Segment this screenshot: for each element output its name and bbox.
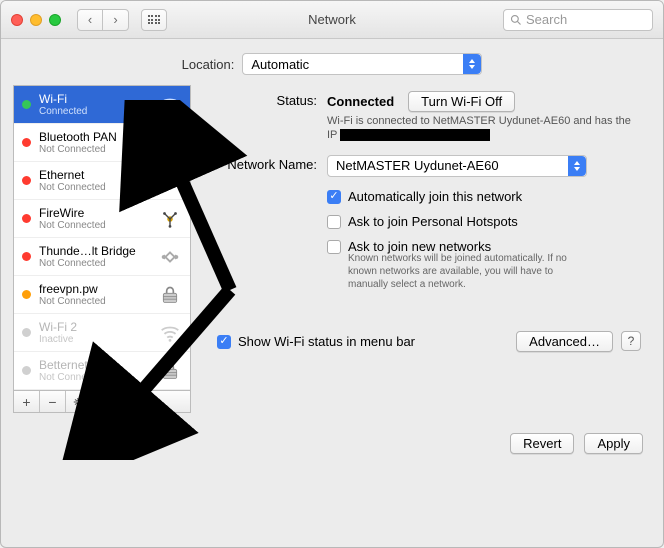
search-placeholder: Search	[526, 12, 567, 27]
service-name: Ethernet	[39, 168, 158, 182]
service-status: Not Connected	[39, 296, 158, 307]
service-status: Not Connected	[39, 182, 158, 193]
personal-hotspots-label: Ask to join Personal Hotspots	[348, 214, 518, 229]
status-dot	[22, 252, 31, 261]
sidebar-item-wi-fi-2[interactable]: Wi-Fi 2Inactive	[14, 314, 190, 352]
service-status: Not Connected	[39, 144, 158, 155]
forward-button[interactable]: ›	[103, 9, 129, 31]
status-label: Status:	[217, 91, 327, 143]
network-name-label: Network Name:	[217, 155, 327, 177]
nav-back-forward: ‹ ›	[77, 9, 129, 31]
sidebar-item-thunde-lt-bridge[interactable]: Thunde…lt BridgeNot Connected	[14, 238, 190, 276]
status-dot	[22, 290, 31, 299]
service-name: Wi-Fi	[39, 92, 158, 106]
checkbox-icon	[327, 240, 341, 254]
auto-join-label: Automatically join this network	[348, 189, 522, 204]
gear-icon	[72, 395, 86, 409]
service-actions-button[interactable]	[66, 391, 92, 412]
main-footer: Show Wi-Fi status in menu bar Advanced… …	[217, 331, 641, 352]
sidebar-item-firewire[interactable]: FireWireNot Connected	[14, 200, 190, 238]
apply-button[interactable]: Apply	[584, 433, 643, 454]
service-name: Betternet VPN	[39, 358, 158, 372]
auto-join-checkbox[interactable]: Automatically join this network	[327, 189, 641, 204]
service-status: Not Connected	[39, 372, 158, 383]
show-wifi-status-checkbox[interactable]: Show Wi-Fi status in menu bar	[217, 334, 415, 349]
search-icon	[510, 14, 522, 26]
network-name-select[interactable]: NetMASTER Uydunet-AE60	[327, 155, 587, 177]
service-name: Bluetooth PAN	[39, 130, 158, 144]
network-prefs-window: ‹ › Network Search Location: Automatic W…	[0, 0, 664, 548]
list-footer: + −	[13, 391, 191, 413]
back-button[interactable]: ‹	[77, 9, 103, 31]
add-service-button[interactable]: +	[14, 391, 40, 412]
service-name: Thunde…lt Bridge	[39, 244, 158, 258]
traffic-lights	[11, 14, 61, 26]
vpn-icon	[158, 283, 182, 307]
service-name: freevpn.pw	[39, 282, 158, 296]
sidebar-item-betternet-vpn[interactable]: Betternet VPNNot Connected	[14, 352, 190, 390]
wifi-icon	[158, 93, 182, 117]
checkbox-icon	[327, 215, 341, 229]
firewire-icon	[158, 207, 182, 231]
select-arrows-icon	[463, 54, 481, 74]
zoom-window-button[interactable]	[49, 14, 61, 26]
search-input[interactable]: Search	[503, 9, 653, 31]
checkbox-checked-icon	[327, 190, 341, 204]
service-name: FireWire	[39, 206, 158, 220]
titlebar: ‹ › Network Search	[1, 1, 663, 39]
network-name-value: NetMASTER Uydunet-AE60	[336, 158, 499, 173]
vpn-icon	[158, 359, 182, 383]
status-detail: Wi-Fi is connected to NetMASTER Uydunet-…	[327, 114, 641, 143]
main-panel: Status: Connected Turn Wi-Fi Off Wi-Fi i…	[201, 85, 651, 413]
status-dot	[22, 176, 31, 185]
window-title: Network	[308, 12, 356, 27]
service-status: Inactive	[39, 334, 158, 345]
personal-hotspots-checkbox[interactable]: Ask to join Personal Hotspots	[327, 214, 641, 229]
ask-new-help-text: Known networks will be joined automatica…	[348, 252, 578, 291]
location-row: Location: Automatic	[1, 39, 663, 85]
select-arrows-icon	[568, 156, 586, 176]
status-dot	[22, 366, 31, 375]
service-status: Not Connected	[39, 258, 158, 269]
remove-service-button[interactable]: −	[40, 391, 66, 412]
wifi-icon	[158, 321, 182, 345]
sidebar-item-ethernet[interactable]: EthernetNot Connected	[14, 162, 190, 200]
service-list: Wi-FiConnectedBluetooth PANNot Connected…	[13, 85, 191, 391]
location-value: Automatic	[251, 57, 309, 72]
checkbox-checked-icon	[217, 335, 231, 349]
show-status-label: Show Wi-Fi status in menu bar	[238, 334, 415, 349]
content-area: Wi-FiConnectedBluetooth PANNot Connected…	[1, 85, 663, 423]
help-button[interactable]: ?	[621, 331, 641, 351]
status-dot	[22, 214, 31, 223]
service-status: Not Connected	[39, 220, 158, 231]
close-window-button[interactable]	[11, 14, 23, 26]
location-label: Location:	[182, 57, 235, 72]
show-all-button[interactable]	[141, 9, 167, 31]
sidebar: Wi-FiConnectedBluetooth PANNot Connected…	[13, 85, 191, 413]
turn-wifi-off-button[interactable]: Turn Wi-Fi Off	[408, 91, 515, 112]
status-dot	[22, 100, 31, 109]
advanced-button[interactable]: Advanced…	[516, 331, 613, 352]
redacted-ip	[340, 129, 490, 141]
status-dot	[22, 328, 31, 337]
bluetooth-icon	[158, 131, 182, 155]
ethernet-icon	[158, 169, 182, 193]
grid-icon	[148, 15, 161, 24]
minimize-window-button[interactable]	[30, 14, 42, 26]
status-dot	[22, 138, 31, 147]
bottom-buttons: Revert Apply	[1, 423, 663, 454]
sidebar-item-bluetooth-pan[interactable]: Bluetooth PANNot Connected	[14, 124, 190, 162]
status-value: Connected	[327, 94, 394, 109]
sidebar-item-freevpn-pw[interactable]: freevpn.pwNot Connected	[14, 276, 190, 314]
location-select[interactable]: Automatic	[242, 53, 482, 75]
revert-button[interactable]: Revert	[510, 433, 574, 454]
service-status: Connected	[39, 106, 158, 117]
thunderbolt-icon	[158, 245, 182, 269]
sidebar-item-wi-fi[interactable]: Wi-FiConnected	[14, 86, 190, 124]
service-name: Wi-Fi 2	[39, 320, 158, 334]
